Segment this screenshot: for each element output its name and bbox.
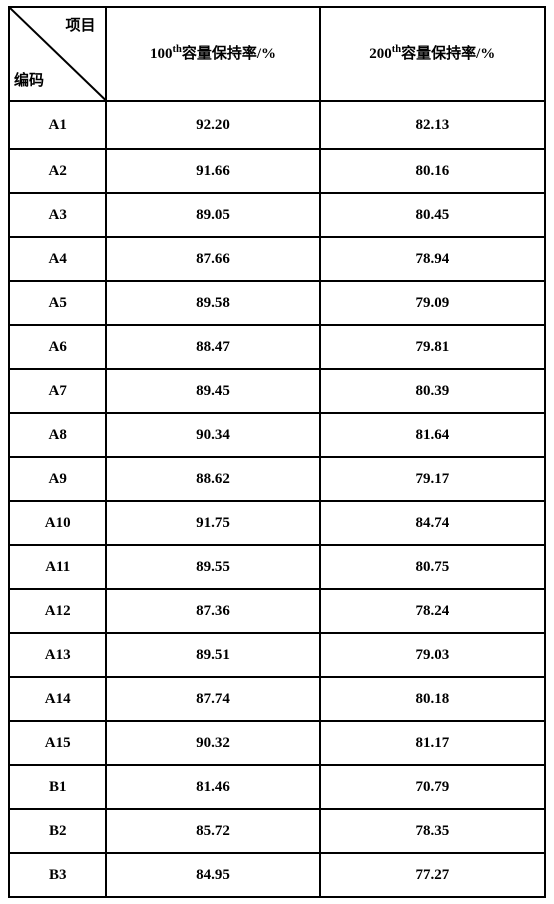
cell-100th: 90.34: [106, 413, 319, 457]
cell-code: A11: [9, 545, 106, 589]
table-row: A890.3481.64: [9, 413, 545, 457]
cell-code: A9: [9, 457, 106, 501]
table-row: A1389.5179.03: [9, 633, 545, 677]
table-row: A589.5879.09: [9, 281, 545, 325]
table-row: B285.7278.35: [9, 809, 545, 853]
table-row: A291.6680.16: [9, 149, 545, 193]
cell-code: A14: [9, 677, 106, 721]
table-row: A487.6678.94: [9, 237, 545, 281]
cell-code: A12: [9, 589, 106, 633]
cell-100th: 87.74: [106, 677, 319, 721]
cell-200th: 80.18: [320, 677, 545, 721]
table-row: A988.6279.17: [9, 457, 545, 501]
cell-200th: 84.74: [320, 501, 545, 545]
cell-code: A5: [9, 281, 106, 325]
cell-100th: 89.05: [106, 193, 319, 237]
cell-200th: 79.03: [320, 633, 545, 677]
cell-200th: 79.17: [320, 457, 545, 501]
col2-suffix: 容量保持率/%: [401, 46, 495, 62]
header-diagonal-cell: 项目 编码: [9, 7, 106, 101]
table-body: A192.2082.13A291.6680.16A389.0580.45A487…: [9, 101, 545, 897]
cell-100th: 88.47: [106, 325, 319, 369]
cell-code: B1: [9, 765, 106, 809]
cell-code: B3: [9, 853, 106, 897]
cell-code: A10: [9, 501, 106, 545]
cell-100th: 89.55: [106, 545, 319, 589]
cell-200th: 80.75: [320, 545, 545, 589]
cell-200th: 78.35: [320, 809, 545, 853]
table-row: A688.4779.81: [9, 325, 545, 369]
cell-100th: 89.45: [106, 369, 319, 413]
header-diag-top: 项目: [65, 14, 95, 35]
cell-200th: 70.79: [320, 765, 545, 809]
cell-code: A1: [9, 101, 106, 149]
table-row: A192.2082.13: [9, 101, 545, 149]
header-col-100th: 100th容量保持率/%: [106, 7, 319, 101]
cell-100th: 87.66: [106, 237, 319, 281]
cell-code: A15: [9, 721, 106, 765]
cell-200th: 77.27: [320, 853, 545, 897]
cell-200th: 81.17: [320, 721, 545, 765]
cell-100th: 85.72: [106, 809, 319, 853]
cell-200th: 78.94: [320, 237, 545, 281]
cell-100th: 91.66: [106, 149, 319, 193]
cell-200th: 82.13: [320, 101, 545, 149]
cell-100th: 88.62: [106, 457, 319, 501]
cell-100th: 90.32: [106, 721, 319, 765]
cell-200th: 80.39: [320, 369, 545, 413]
table-row: A789.4580.39: [9, 369, 545, 413]
cell-100th: 92.20: [106, 101, 319, 149]
cell-200th: 80.45: [320, 193, 545, 237]
cell-code: B2: [9, 809, 106, 853]
cell-code: A2: [9, 149, 106, 193]
cell-100th: 89.51: [106, 633, 319, 677]
cell-100th: 87.36: [106, 589, 319, 633]
cell-100th: 84.95: [106, 853, 319, 897]
cell-200th: 80.16: [320, 149, 545, 193]
table-row: A1287.3678.24: [9, 589, 545, 633]
table-row: A389.0580.45: [9, 193, 545, 237]
cell-code: A8: [9, 413, 106, 457]
cell-code: A4: [9, 237, 106, 281]
cell-100th: 89.58: [106, 281, 319, 325]
table-row: A1487.7480.18: [9, 677, 545, 721]
cell-code: A6: [9, 325, 106, 369]
table-row: B181.4670.79: [9, 765, 545, 809]
col2-sup: th: [392, 44, 401, 55]
cell-code: A7: [9, 369, 106, 413]
page-container: 项目 编码 100th容量保持率/% 200th容量保持率/% A192: [0, 0, 554, 904]
table-row: A1091.7584.74: [9, 501, 545, 545]
cell-100th: 81.46: [106, 765, 319, 809]
col1-sup: th: [173, 44, 182, 55]
cell-200th: 78.24: [320, 589, 545, 633]
header-diag-bottom: 编码: [14, 69, 44, 90]
header-col-200th: 200th容量保持率/%: [320, 7, 545, 101]
cell-code: A13: [9, 633, 106, 677]
table-header-row: 项目 编码 100th容量保持率/% 200th容量保持率/%: [9, 7, 545, 101]
col1-prefix: 100: [150, 46, 173, 62]
cell-100th: 91.75: [106, 501, 319, 545]
table-row: B384.9577.27: [9, 853, 545, 897]
cell-200th: 79.81: [320, 325, 545, 369]
col2-prefix: 200: [369, 46, 392, 62]
retention-table: 项目 编码 100th容量保持率/% 200th容量保持率/% A192: [8, 6, 546, 898]
cell-code: A3: [9, 193, 106, 237]
cell-200th: 81.64: [320, 413, 545, 457]
table-row: A1590.3281.17: [9, 721, 545, 765]
col1-suffix: 容量保持率/%: [182, 46, 276, 62]
table-row: A1189.5580.75: [9, 545, 545, 589]
cell-200th: 79.09: [320, 281, 545, 325]
